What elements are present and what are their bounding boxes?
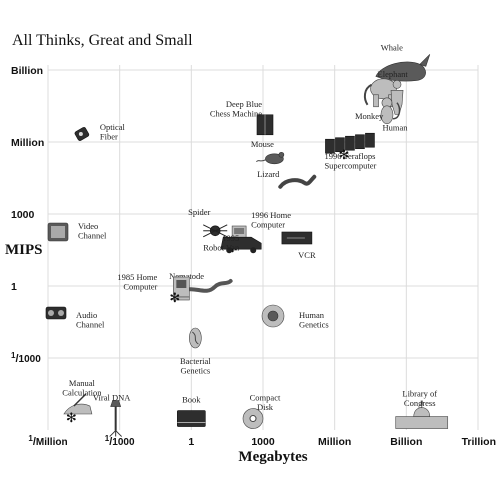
point-manual-calculation: ✻ Manual Calculation (62, 378, 102, 426)
bacterial-genetics-icon (189, 327, 202, 349)
label-video-channel: Video Channel (78, 221, 107, 241)
y-tick-label-million: Million (11, 137, 44, 149)
point-whale: Whale (375, 42, 431, 82)
supercomputer-icon (325, 132, 375, 154)
whale-icon (375, 54, 431, 82)
optical-fiber-icon (74, 127, 90, 141)
point-bacterial-genetics: Bacterial Genetics (180, 327, 211, 376)
mouse-icon (255, 151, 285, 165)
y-tick-label-1-1000: 1/1000 (11, 351, 41, 365)
label-monkey: Monkey (355, 111, 384, 121)
point-compact-disk: Compact Disk (242, 393, 281, 429)
asterisk-1996-teraflops-supercomputer: ✻ (338, 148, 349, 163)
chess-machine-icon (256, 114, 274, 136)
label-elephant: Elephant (378, 69, 409, 79)
old-computer-icon (173, 276, 190, 301)
point-library-of-congress: Library of Congress (395, 389, 449, 429)
point-viral-dna: Viral DNA (93, 393, 131, 437)
point-vcr: VCR (281, 231, 316, 260)
library-icon (395, 400, 449, 429)
point-audio-channel: Audio Channel (45, 306, 105, 330)
chart-title: All Thinks, Great and Small (12, 32, 193, 49)
label-optical-fiber: Optical Fiber (100, 122, 126, 142)
viral-dna-icon (109, 400, 123, 437)
label-whale: Whale (381, 42, 403, 52)
hand-calculation-icon (63, 393, 93, 415)
point-1995-robot-van: 1995 Robot Van (203, 233, 262, 254)
point-book: Book (177, 395, 206, 427)
label-manual-calculation: Manual Calculation (62, 378, 102, 398)
label-1996-home-computer: 1996 Home Computer (251, 210, 291, 230)
label-human-genetics: Human Genetics (299, 310, 329, 330)
x-axis-label: Megabytes (238, 449, 307, 465)
point-mouse: Mouse (251, 139, 285, 165)
label-mouse: Mouse (251, 139, 274, 149)
point-deep-blue-chess-machine: Deep Blue Chess Machine (210, 99, 274, 136)
label-bacterial-genetics: Bacterial Genetics (180, 356, 211, 376)
y-tick-label-1: 1 (11, 281, 17, 293)
spider-icon (202, 224, 228, 238)
x-tick-label-1000: 1000 (251, 436, 275, 448)
lizard-icon (278, 174, 317, 189)
book-icon (177, 410, 206, 427)
label-library-of-congress: Library of Congress (402, 389, 437, 409)
label-nematode: Nematode (169, 271, 204, 281)
label-1996-teraflops-supercomputer: 1996 Teraflops Supercomputer (324, 151, 376, 171)
x-tick-label-million: Million (318, 436, 351, 448)
label-deep-blue-chess-machine: Deep Blue Chess Machine (210, 99, 262, 119)
x-tick-label-1: 1 (188, 436, 194, 448)
label-book: Book (182, 395, 201, 405)
label-spider: Spider (188, 207, 210, 217)
point-human-genetics: Human Genetics (261, 304, 329, 330)
point-spider: Spider (188, 207, 228, 238)
label-human: Human (383, 122, 409, 132)
point-lizard: Lizard (257, 169, 317, 189)
point-nematode: Nematode (169, 271, 233, 295)
point-video-channel: Video Channel (47, 221, 107, 242)
label-1995-robot-van: 1995 Robot Van (203, 233, 240, 253)
vcr-icon (281, 231, 313, 245)
monkey-icon (380, 97, 401, 125)
grid (47, 65, 479, 430)
label-vcr: VCR (298, 250, 316, 260)
human-genetics-icon (261, 304, 285, 328)
audio-channel-icon (45, 306, 67, 320)
x-tick-label-billion: Billion (390, 436, 422, 448)
label-audio-channel: Audio Channel (76, 310, 105, 330)
compact-disk-icon (242, 408, 264, 429)
label-lizard: Lizard (257, 169, 280, 179)
y-axis-ticks: Billion Million 1000 1 1/1000 (11, 65, 44, 365)
x-tick-label-trillion: Trillion (462, 436, 496, 448)
asterisk-manual-calculation: ✻ (66, 411, 77, 426)
point-monkey: Monkey (355, 97, 401, 125)
nematode-icon (178, 279, 233, 295)
label-1985-home-computer: 1985 Home Computer (117, 272, 157, 292)
label-compact-disk: Compact Disk (250, 393, 281, 413)
point-1996-teraflops-supercomputer: ✻1996 Teraflops Supercomputer (324, 132, 377, 171)
x-tick-label-1-million: 1/Million (28, 434, 67, 448)
point-1985-home-computer: ✻ 1985 Home Computer (117, 272, 190, 306)
y-tick-label-1000: 1000 (11, 209, 35, 221)
asterisk-1985-home-computer: ✻ (169, 291, 180, 306)
x-tick-label-1-1000: 1/1000 (105, 434, 135, 448)
robot-van-icon (220, 236, 262, 254)
video-channel-icon (47, 222, 69, 242)
y-tick-label-billion: Billion (11, 65, 43, 77)
x-axis-ticks: 1/Million 1/1000 1 1000 Million Billion Trilli… (28, 434, 496, 448)
y-axis-label: MIPS (5, 242, 43, 258)
label-viral-dna: Viral DNA (93, 393, 131, 403)
point-optical-fiber: Optical Fiber (74, 122, 126, 142)
